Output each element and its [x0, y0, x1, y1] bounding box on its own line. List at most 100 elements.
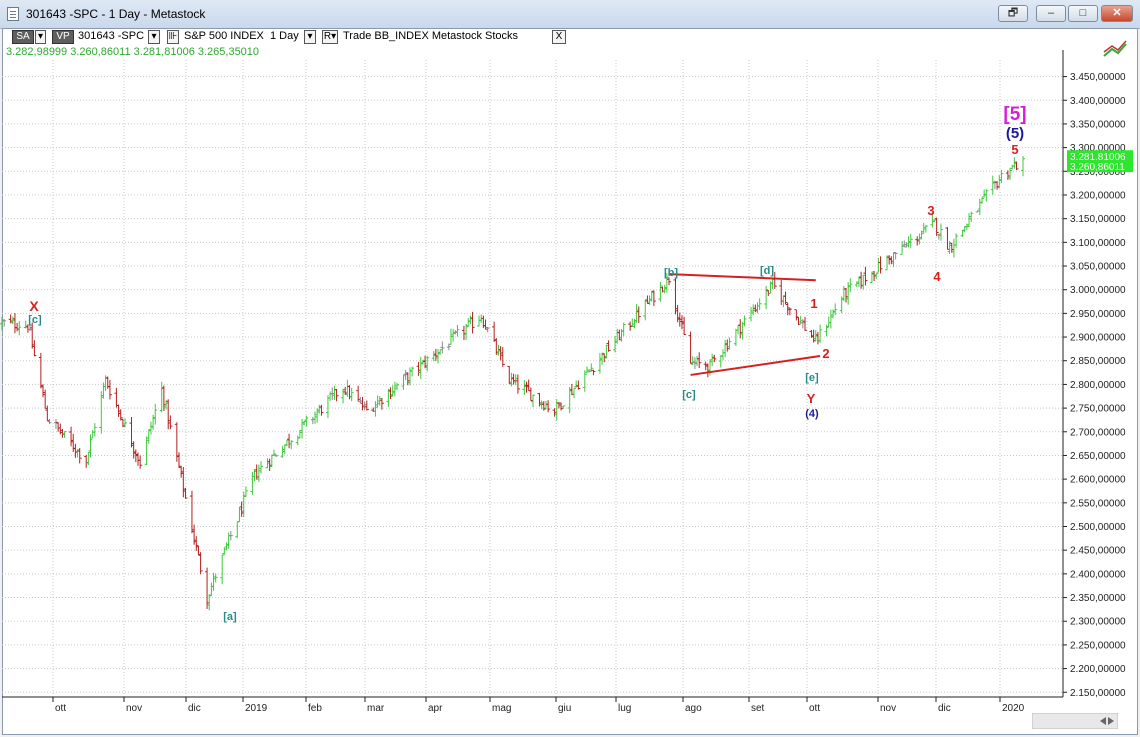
price-bars [0, 155, 1025, 611]
ohlc-bar [43, 389, 48, 409]
horizontal-scrollbar[interactable] [1032, 713, 1118, 729]
y-tick-label: 2.450,00000 [1070, 546, 1126, 557]
instrument-menu-icon[interactable]: ⊪ [167, 30, 179, 44]
ohlc-bar [84, 454, 89, 468]
sa-dropdown-icon[interactable]: ▾ [35, 30, 46, 44]
wave-label: 4 [933, 269, 941, 284]
ohlc-bar [591, 369, 596, 376]
ohlc-bar [12, 313, 17, 334]
x-tick-label: dic [938, 703, 951, 714]
ohlc-bar [753, 304, 758, 313]
ohlc-bar [863, 266, 868, 286]
ohlc-bar [151, 414, 156, 430]
ohlc-bar [407, 367, 412, 386]
wave-label: [c] [28, 314, 42, 326]
ohlc-bar [569, 383, 574, 396]
ohlc-bar [938, 223, 943, 241]
ohlc-bar [237, 507, 242, 523]
maximize-button[interactable]: □ [1068, 5, 1098, 22]
ohlc-bar [211, 572, 216, 591]
sa-button[interactable]: SA [12, 30, 34, 44]
ohlc-bar [364, 400, 369, 411]
symbol-dropdown-icon[interactable]: ▾ [148, 30, 160, 44]
chart-tool-icon[interactable] [1103, 40, 1127, 57]
ohlc-bar [451, 328, 456, 342]
app-icon[interactable] [7, 7, 19, 21]
ohlc-bar [118, 409, 123, 421]
ohlc-bar [198, 552, 203, 575]
ohlc-bar [69, 426, 74, 447]
ohlc-bar [101, 382, 106, 399]
ohlc-bar [697, 352, 702, 369]
ohlc-bar [401, 374, 406, 390]
ohlc-bar [356, 385, 361, 402]
ohlc-bar [606, 340, 611, 352]
ohlc-bar [116, 404, 121, 417]
close-button[interactable]: ✕ [1101, 5, 1133, 22]
x-tick-label: ott [809, 703, 820, 714]
ohlc-bar [513, 374, 518, 386]
wave-label: 1 [810, 296, 817, 311]
ohlc-bar [802, 316, 807, 331]
ohlc-bar [954, 233, 959, 248]
ohlc-bar [75, 449, 80, 458]
ohlc-bar [990, 175, 995, 195]
ohlc-bar [375, 395, 380, 408]
ohlc-bar [205, 567, 210, 609]
ohlc-bar [675, 304, 680, 323]
ohlc-bar [226, 532, 231, 549]
price-tag-label: 3.260,86011 [1070, 162, 1125, 173]
y-tick-label: 3.000,00000 [1070, 285, 1126, 296]
ohlc-bar [282, 444, 287, 455]
interval-dropdown-icon[interactable]: ▾ [304, 30, 316, 44]
ohlc-bar [848, 278, 853, 293]
ohlc-bar [433, 348, 438, 361]
y-tick-label: 2.400,00000 [1070, 569, 1126, 580]
ohlc-bar [328, 391, 333, 401]
ohlc-bar [915, 236, 920, 246]
restore-window-icon[interactable]: 🗗 [998, 5, 1028, 22]
ohlc-bar [47, 418, 52, 425]
ohlc-bar [468, 315, 473, 325]
ohlc-bar [32, 340, 37, 357]
ohlc-bar [874, 273, 879, 280]
x-tick-label: mar [367, 703, 385, 714]
ohlc-bar [470, 311, 475, 334]
ohlc-bar [597, 353, 602, 374]
wave-label: [5] [1003, 104, 1026, 125]
ohlc-bar [123, 418, 128, 428]
ohlc-bar [969, 211, 974, 223]
y-tick-label: 2.200,00000 [1070, 664, 1126, 675]
ohlc-bar [183, 487, 188, 499]
ohlc-bar [794, 309, 799, 321]
ohlc-bar [265, 458, 270, 469]
ohlc-bar [781, 295, 786, 308]
wave-label: [c] [682, 389, 696, 401]
r-button[interactable]: R▾ [322, 30, 338, 44]
ohlc-bar [589, 363, 594, 372]
ohlc-bar [666, 277, 671, 286]
close-chart-button[interactable]: X [552, 30, 566, 44]
ohlc-bar [235, 521, 240, 538]
vp-button[interactable]: VP [52, 30, 74, 44]
ohlc-bar [936, 233, 941, 240]
ohlc-bar [770, 279, 775, 290]
ohlc-bar [373, 401, 378, 417]
ohlc-bar [636, 306, 641, 323]
wave-label: [a] [223, 611, 237, 623]
ohlc-bar [539, 400, 544, 410]
ohlc-bar [526, 379, 531, 392]
ohlc-bar [507, 365, 512, 384]
ohlc-bar [995, 181, 1000, 190]
ohlc-bar [168, 415, 173, 430]
ohlc-bar [304, 415, 309, 427]
ohlc-bar [522, 380, 527, 395]
ohlc-bar [749, 307, 754, 322]
ohlc-bar [552, 408, 557, 417]
ohlc-bar [712, 354, 717, 363]
wave-label: Y [807, 391, 816, 406]
ohlc-bar [403, 370, 408, 381]
price-tag-label: 3.281,81006 [1070, 152, 1126, 163]
minimize-button[interactable]: – [1036, 5, 1066, 22]
